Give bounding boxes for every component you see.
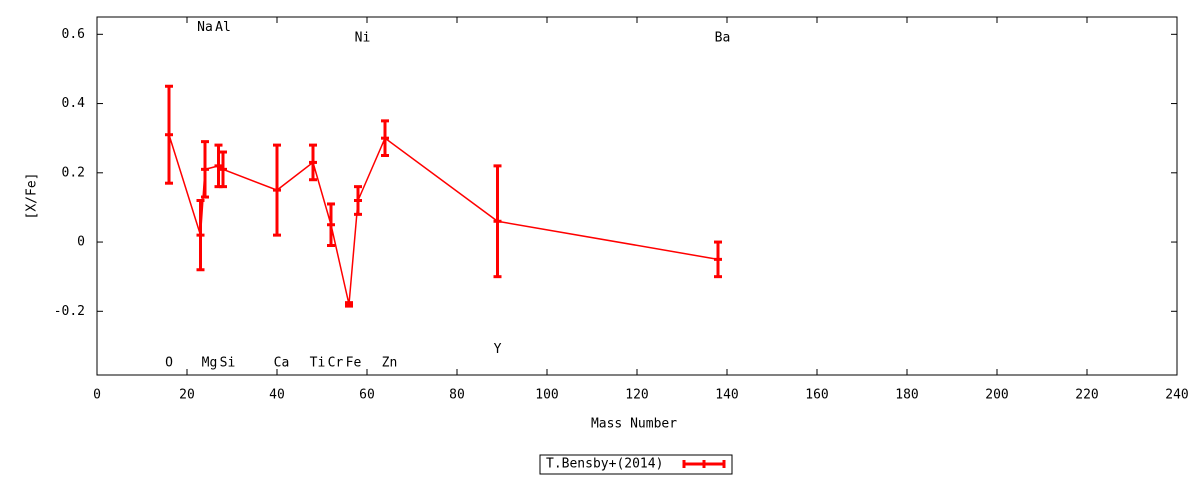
element-label: Na xyxy=(197,20,213,35)
error-bar xyxy=(714,240,722,279)
y-tick-label: 0.4 xyxy=(62,96,86,111)
error-bar xyxy=(273,143,281,237)
x-tick-label: 80 xyxy=(449,388,465,403)
x-tick-label: 60 xyxy=(359,388,375,403)
element-label: Cr xyxy=(328,356,344,371)
x-tick-label: 160 xyxy=(805,388,828,403)
plot-frame xyxy=(96,16,1178,376)
x-tick-label: 40 xyxy=(269,388,285,403)
x-tick-label: 240 xyxy=(1165,388,1188,403)
element-label: Ca xyxy=(274,356,290,371)
element-label: Ti xyxy=(310,356,326,371)
error-bar xyxy=(201,140,209,199)
y-tick-label: 0.2 xyxy=(62,165,85,180)
x-tick-label: 120 xyxy=(625,388,648,403)
x-tick-label: 0 xyxy=(93,388,101,403)
x-tick-label: 220 xyxy=(1075,388,1098,403)
error-bar xyxy=(196,199,205,272)
y-axis-label: [X/Fe] xyxy=(25,173,40,220)
legend-label: T.Bensby+(2014) xyxy=(546,457,663,472)
element-label: Ni xyxy=(355,30,371,45)
error-bar xyxy=(354,185,362,216)
x-axis-label: Mass Number xyxy=(591,417,677,432)
element-label: Fe xyxy=(346,356,362,371)
error-bar xyxy=(214,143,223,189)
x-tick-label: 180 xyxy=(895,388,918,403)
x-tick-label: 140 xyxy=(715,388,738,403)
x-tick-label: 200 xyxy=(985,388,1008,403)
error-bar xyxy=(309,143,317,182)
x-tick-label: 20 xyxy=(179,388,195,403)
error-bar xyxy=(381,119,389,157)
error-bar xyxy=(345,301,353,308)
error-bar xyxy=(327,202,335,248)
element-label: Mg xyxy=(202,356,218,371)
error-bar xyxy=(219,150,227,189)
y-tick-label: 0.6 xyxy=(62,27,85,42)
x-tick-label: 100 xyxy=(535,388,558,403)
y-tick-label: 0 xyxy=(77,235,85,250)
data-line xyxy=(168,134,719,305)
element-label: Ba xyxy=(715,30,731,45)
error-bar xyxy=(493,164,502,279)
legend-box xyxy=(539,454,733,475)
element-label: Al xyxy=(215,20,231,35)
y-tick-label: -0.2 xyxy=(54,304,85,319)
error-bar xyxy=(165,84,173,185)
element-label: O xyxy=(165,356,173,371)
element-label: Si xyxy=(220,356,236,371)
element-label: Zn xyxy=(382,356,398,371)
element-label: Y xyxy=(494,342,502,357)
